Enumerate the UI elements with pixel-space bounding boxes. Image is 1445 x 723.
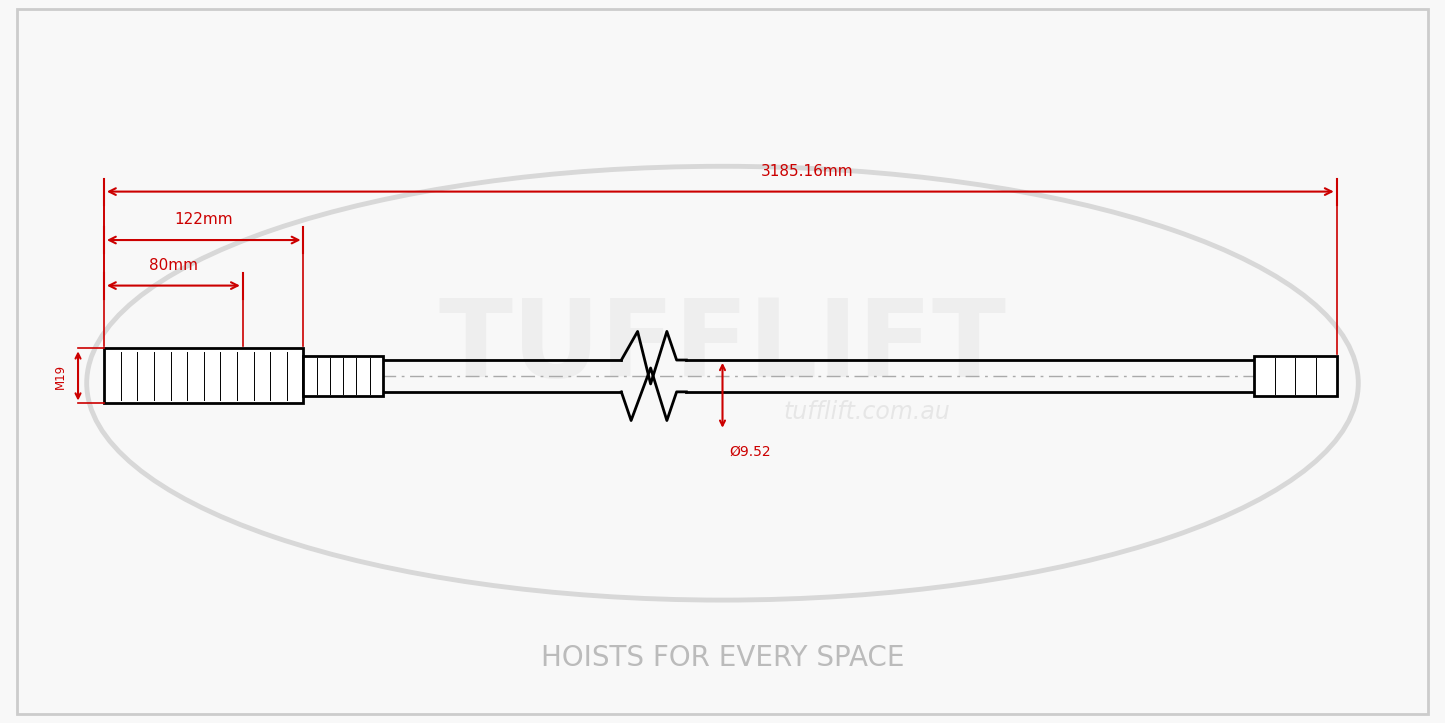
Text: TUFFLIFT: TUFFLIFT: [438, 294, 1007, 400]
Bar: [303, 356, 383, 396]
Text: tufflift.com.au: tufflift.com.au: [783, 400, 951, 424]
Bar: [1254, 356, 1337, 396]
Text: 122mm: 122mm: [175, 212, 233, 227]
Text: 3185.16mm: 3185.16mm: [760, 163, 854, 179]
Text: Ø9.52: Ø9.52: [730, 445, 772, 459]
Bar: [104, 348, 303, 403]
Text: HOISTS FOR EVERY SPACE: HOISTS FOR EVERY SPACE: [540, 644, 905, 672]
Text: M19: M19: [53, 364, 66, 388]
Text: 80mm: 80mm: [149, 257, 198, 273]
